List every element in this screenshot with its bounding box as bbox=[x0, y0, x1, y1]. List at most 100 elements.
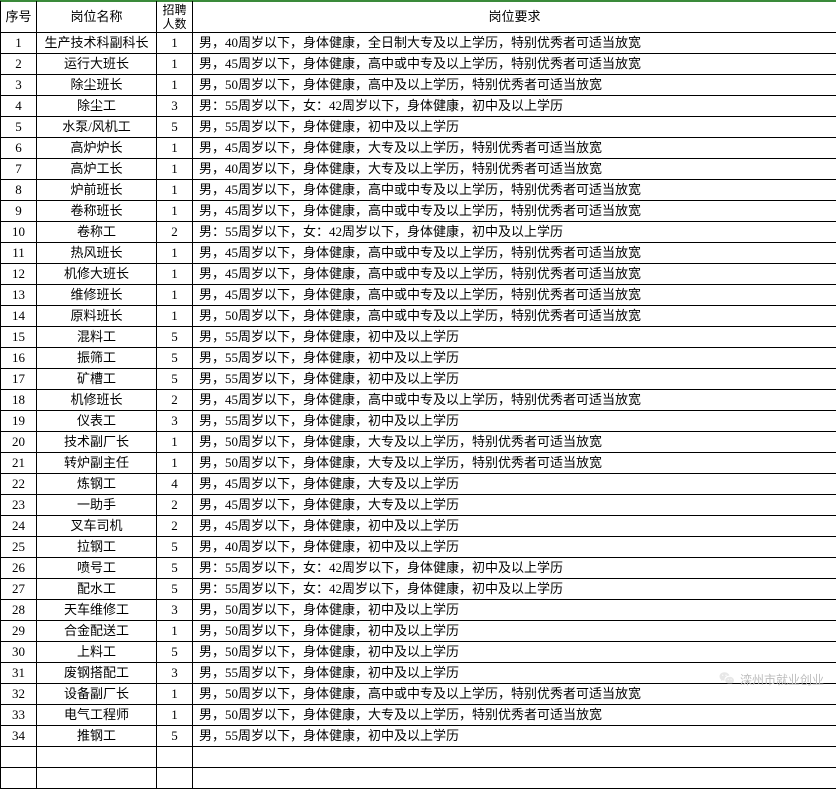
cell-name: 水泵/风机工 bbox=[37, 117, 157, 138]
table-row: 10卷称工2男：55周岁以下，女：42周岁以下，身体健康，初中及以上学历 bbox=[1, 222, 836, 243]
cell-name: 合金配送工 bbox=[37, 621, 157, 642]
cell-count: 1 bbox=[157, 432, 193, 453]
cell-name: 维修班长 bbox=[37, 285, 157, 306]
cell-count: 2 bbox=[157, 516, 193, 537]
cell-req: 男，45周岁以下，身体健康，大专及以上学历 bbox=[193, 495, 836, 516]
cell-name: 卷称班长 bbox=[37, 201, 157, 222]
count-header-line1: 招聘 bbox=[162, 3, 186, 17]
cell-blank bbox=[193, 747, 836, 768]
cell-count: 1 bbox=[157, 180, 193, 201]
cell-count: 1 bbox=[157, 138, 193, 159]
cell-count: 1 bbox=[157, 159, 193, 180]
cell-seq: 17 bbox=[1, 369, 37, 390]
table-row: 6高炉炉长1男，45周岁以下，身体健康，大专及以上学历，特别优秀者可适当放宽 bbox=[1, 138, 836, 159]
cell-req: 男，55周岁以下，身体健康，初中及以上学历 bbox=[193, 327, 836, 348]
cell-name: 炉前班长 bbox=[37, 180, 157, 201]
cell-seq: 15 bbox=[1, 327, 37, 348]
cell-name: 混料工 bbox=[37, 327, 157, 348]
cell-seq: 18 bbox=[1, 390, 37, 411]
cell-count: 5 bbox=[157, 348, 193, 369]
cell-count: 2 bbox=[157, 495, 193, 516]
cell-count: 3 bbox=[157, 96, 193, 117]
col-header-req: 岗位要求 bbox=[193, 1, 836, 33]
cell-req: 男，55周岁以下，身体健康，初中及以上学历 bbox=[193, 726, 836, 747]
cell-name: 高炉工长 bbox=[37, 159, 157, 180]
cell-name: 一助手 bbox=[37, 495, 157, 516]
cell-name: 除尘班长 bbox=[37, 75, 157, 96]
cell-count: 1 bbox=[157, 243, 193, 264]
table-row: 25拉钢工5男，40周岁以下，身体健康，初中及以上学历 bbox=[1, 537, 836, 558]
cell-req: 男，50周岁以下，身体健康，初中及以上学历 bbox=[193, 621, 836, 642]
cell-seq: 12 bbox=[1, 264, 37, 285]
cell-seq: 22 bbox=[1, 474, 37, 495]
cell-count: 1 bbox=[157, 285, 193, 306]
cell-name: 矿槽工 bbox=[37, 369, 157, 390]
cell-count: 1 bbox=[157, 306, 193, 327]
table-row: 30上料工5男，50周岁以下，身体健康，初中及以上学历 bbox=[1, 642, 836, 663]
cell-seq: 1 bbox=[1, 33, 37, 54]
cell-seq: 34 bbox=[1, 726, 37, 747]
cell-seq: 25 bbox=[1, 537, 37, 558]
cell-req: 男，55周岁以下，身体健康，初中及以上学历 bbox=[193, 369, 836, 390]
table-row: 28天车维修工3男，50周岁以下，身体健康，初中及以上学历 bbox=[1, 600, 836, 621]
cell-count: 5 bbox=[157, 327, 193, 348]
table-row: 32设备副厂长1男，50周岁以下，身体健康，高中或中专及以上学历，特别优秀者可适… bbox=[1, 684, 836, 705]
cell-name: 除尘工 bbox=[37, 96, 157, 117]
cell-req: 男：55周岁以下，女：42周岁以下，身体健康，初中及以上学历 bbox=[193, 222, 836, 243]
table-row: 26喷号工5男：55周岁以下，女：42周岁以下，身体健康，初中及以上学历 bbox=[1, 558, 836, 579]
table-row: 17矿槽工5男，55周岁以下，身体健康，初中及以上学历 bbox=[1, 369, 836, 390]
cell-name: 废钢搭配工 bbox=[37, 663, 157, 684]
cell-seq: 14 bbox=[1, 306, 37, 327]
cell-req: 男，50周岁以下，身体健康，初中及以上学历 bbox=[193, 642, 836, 663]
table-row: 18机修班长2男，45周岁以下，身体健康，高中或中专及以上学历，特别优秀者可适当… bbox=[1, 390, 836, 411]
cell-seq: 11 bbox=[1, 243, 37, 264]
cell-req: 男，45周岁以下，身体健康，大专及以上学历 bbox=[193, 474, 836, 495]
table-row: 7高炉工长1男，40周岁以下，身体健康，大专及以上学历，特别优秀者可适当放宽 bbox=[1, 159, 836, 180]
cell-req: 男，40周岁以下，身体健康，初中及以上学历 bbox=[193, 537, 836, 558]
cell-blank bbox=[1, 768, 37, 789]
table-row: 5水泵/风机工5男，55周岁以下，身体健康，初中及以上学历 bbox=[1, 117, 836, 138]
cell-blank bbox=[37, 747, 157, 768]
cell-name: 推钢工 bbox=[37, 726, 157, 747]
cell-name: 炼钢工 bbox=[37, 474, 157, 495]
table-row: 29合金配送工1男，50周岁以下，身体健康，初中及以上学历 bbox=[1, 621, 836, 642]
col-header-seq: 序号 bbox=[1, 1, 37, 33]
cell-blank bbox=[37, 768, 157, 789]
table-row: 24叉车司机2男，45周岁以下，身体健康，初中及以上学历 bbox=[1, 516, 836, 537]
cell-name: 仪表工 bbox=[37, 411, 157, 432]
table-row-blank bbox=[1, 747, 836, 768]
cell-count: 2 bbox=[157, 390, 193, 411]
cell-req: 男，45周岁以下，身体健康，高中或中专及以上学历，特别优秀者可适当放宽 bbox=[193, 264, 836, 285]
cell-count: 1 bbox=[157, 75, 193, 96]
cell-seq: 7 bbox=[1, 159, 37, 180]
col-header-name: 岗位名称 bbox=[37, 1, 157, 33]
cell-seq: 2 bbox=[1, 54, 37, 75]
cell-seq: 20 bbox=[1, 432, 37, 453]
cell-name: 天车维修工 bbox=[37, 600, 157, 621]
cell-seq: 31 bbox=[1, 663, 37, 684]
cell-seq: 4 bbox=[1, 96, 37, 117]
table-row: 22炼钢工4男，45周岁以下，身体健康，大专及以上学历 bbox=[1, 474, 836, 495]
cell-name: 配水工 bbox=[37, 579, 157, 600]
cell-req: 男，45周岁以下，身体健康，高中或中专及以上学历，特别优秀者可适当放宽 bbox=[193, 180, 836, 201]
cell-count: 5 bbox=[157, 117, 193, 138]
table-row: 1生产技术科副科长1男，40周岁以下，身体健康，全日制大专及以上学历，特别优秀者… bbox=[1, 33, 836, 54]
cell-req: 男：55周岁以下，女：42周岁以下，身体健康，初中及以上学历 bbox=[193, 558, 836, 579]
cell-count: 1 bbox=[157, 264, 193, 285]
recruitment-table: 序号 岗位名称 招聘人数 岗位要求 1生产技术科副科长1男，40周岁以下，身体健… bbox=[0, 0, 836, 789]
cell-name: 机修大班长 bbox=[37, 264, 157, 285]
cell-seq: 29 bbox=[1, 621, 37, 642]
cell-count: 3 bbox=[157, 411, 193, 432]
cell-name: 卷称工 bbox=[37, 222, 157, 243]
cell-seq: 9 bbox=[1, 201, 37, 222]
cell-req: 男，50周岁以下，身体健康，高中或中专及以上学历，特别优秀者可适当放宽 bbox=[193, 306, 836, 327]
cell-req: 男，40周岁以下，身体健康，大专及以上学历，特别优秀者可适当放宽 bbox=[193, 159, 836, 180]
watermark: 滦州市就业创业 bbox=[718, 670, 824, 688]
cell-seq: 26 bbox=[1, 558, 37, 579]
cell-count: 5 bbox=[157, 642, 193, 663]
cell-req: 男，45周岁以下，身体健康，大专及以上学历，特别优秀者可适当放宽 bbox=[193, 138, 836, 159]
cell-count: 3 bbox=[157, 600, 193, 621]
cell-req: 男，55周岁以下，身体健康，初中及以上学历 bbox=[193, 117, 836, 138]
cell-req: 男，55周岁以下，身体健康，初中及以上学历 bbox=[193, 411, 836, 432]
cell-seq: 16 bbox=[1, 348, 37, 369]
